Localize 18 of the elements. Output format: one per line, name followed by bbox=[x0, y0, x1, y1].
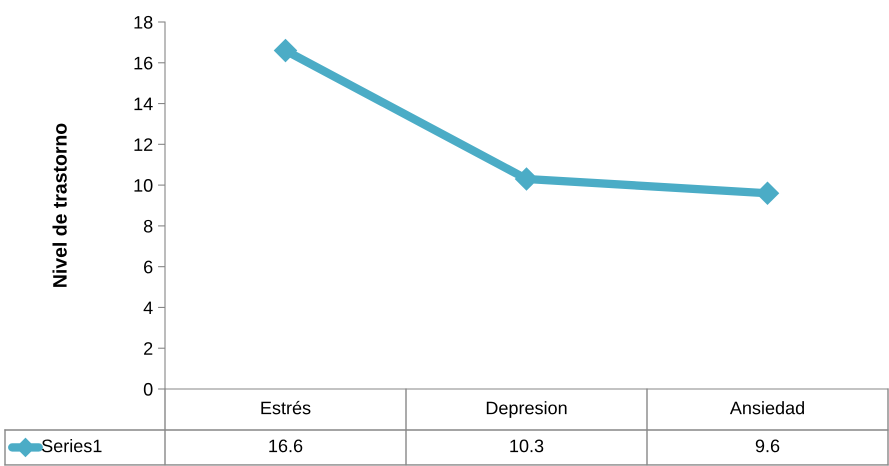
data-label: 16.6 bbox=[269, 440, 302, 452]
y-tick-label: 0 bbox=[144, 382, 152, 396]
y-tick-label: 10 bbox=[134, 179, 152, 192]
y-tick-label: 16 bbox=[134, 56, 152, 70]
y-tick-label: 18 bbox=[134, 16, 152, 29]
y-axis-title: Nivel de trastorno bbox=[52, 124, 67, 287]
x-tick-label: Depresion bbox=[486, 401, 566, 418]
x-tick-label: Ansiedad bbox=[730, 401, 804, 414]
y-tick-label: 6 bbox=[144, 260, 152, 274]
x-tick-label: Estrés bbox=[261, 400, 310, 414]
y-tick-label: 14 bbox=[134, 98, 153, 110]
data-label: 9.6 bbox=[756, 440, 780, 452]
legend-label: Series1 bbox=[42, 439, 102, 452]
y-tick-label: 2 bbox=[144, 342, 152, 355]
data-label: 10.3 bbox=[510, 440, 544, 452]
y-tick-label: 4 bbox=[144, 302, 153, 314]
y-tick-label: 12 bbox=[134, 138, 152, 151]
y-tick-label: 8 bbox=[144, 220, 152, 233]
